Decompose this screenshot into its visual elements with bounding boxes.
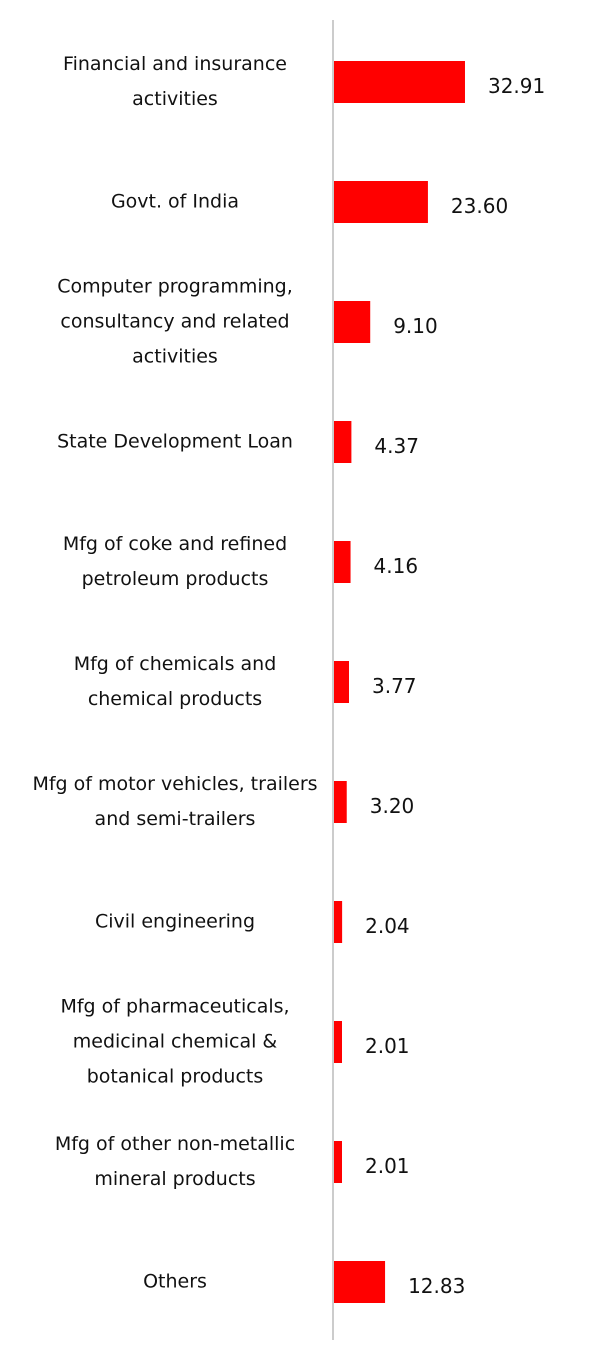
category-label: Others bbox=[143, 1270, 207, 1293]
bar bbox=[334, 421, 352, 463]
value-label: 32.91 bbox=[487, 74, 546, 98]
category-label: Computer programming, consultancy and re… bbox=[57, 275, 293, 368]
category-label: Mfg of chemicals and chemical products bbox=[73, 653, 277, 710]
value-label: 9.10 bbox=[393, 314, 438, 338]
bar bbox=[334, 661, 350, 703]
category-label: Financial and insurance activities bbox=[63, 53, 287, 110]
category-label: Civil engineering bbox=[94, 910, 256, 933]
value-label: 2.04 bbox=[365, 914, 410, 938]
bar bbox=[334, 1021, 342, 1063]
value-label: 2.01 bbox=[364, 1034, 410, 1058]
bar bbox=[334, 301, 371, 343]
bar bbox=[334, 541, 351, 583]
value-label: 3.77 bbox=[372, 674, 417, 698]
bar bbox=[334, 781, 347, 823]
bar bbox=[334, 901, 343, 943]
category-label: Mfg of coke and refined petroleum produc… bbox=[62, 533, 288, 590]
value-label: 4.37 bbox=[374, 434, 419, 458]
category-label: State Development Loan bbox=[57, 430, 293, 453]
value-label: 23.60 bbox=[450, 194, 509, 218]
value-label: 2.01 bbox=[364, 1154, 410, 1178]
value-label: 3.20 bbox=[369, 794, 415, 818]
bar bbox=[334, 1261, 386, 1303]
category-label: Mfg of pharmaceuticals, medicinal chemic… bbox=[60, 995, 290, 1088]
category-label: Mfg of other non-metallic mineral produc… bbox=[54, 1133, 296, 1190]
value-label: 12.83 bbox=[408, 1274, 466, 1298]
value-label: 4.16 bbox=[373, 554, 419, 578]
category-label: Govt. of India bbox=[110, 190, 240, 213]
bar bbox=[334, 181, 428, 223]
bar bbox=[334, 1141, 342, 1183]
bar bbox=[334, 61, 465, 103]
category-label: Mfg of motor vehicles, trailers and semi… bbox=[32, 773, 318, 830]
